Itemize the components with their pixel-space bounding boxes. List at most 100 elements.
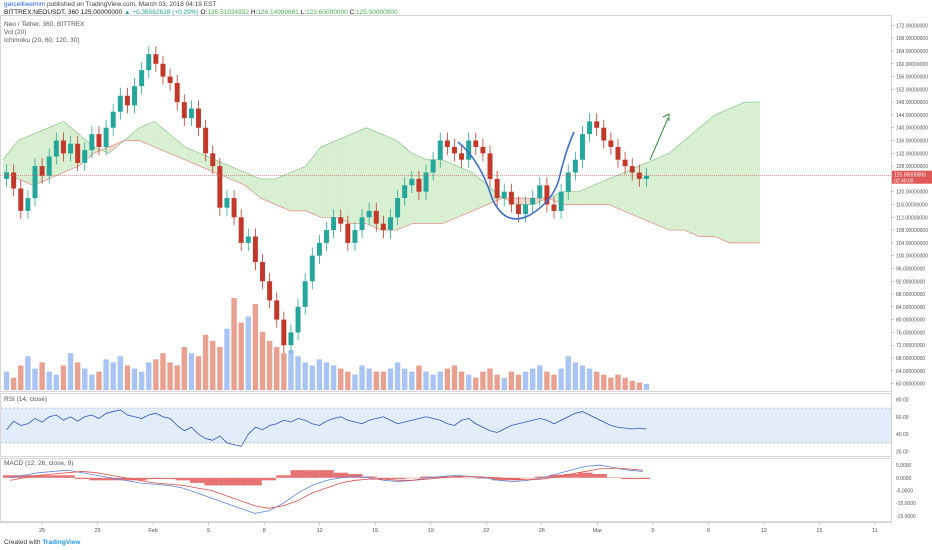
- macd-histogram-bar: [606, 477, 622, 478]
- macd-histogram-bar: [362, 476, 377, 478]
- volume-bar: [515, 374, 522, 390]
- cloud-segment: [305, 146, 321, 218]
- volume-bar: [387, 368, 394, 390]
- macd-histogram-bar: [319, 470, 334, 478]
- cloud-segment: [608, 172, 624, 211]
- x-tick-label: 26: [539, 528, 545, 534]
- candle-body: [39, 166, 45, 176]
- candle-body: [423, 172, 429, 192]
- candle-body: [380, 223, 386, 231]
- cloud-segment: [366, 127, 382, 231]
- x-tick-label: 29: [94, 528, 100, 534]
- volume-bar: [366, 368, 372, 390]
- candle-body: [345, 223, 351, 243]
- candle-body: [146, 54, 152, 71]
- volume-bar: [416, 365, 422, 390]
- candle-body: [608, 140, 614, 147]
- price-tick-label: 76.00000000: [896, 330, 925, 336]
- price-panel-frame: [0, 15, 892, 392]
- x-tick-label: 5: [651, 528, 654, 534]
- x-tick-label: 15: [816, 528, 822, 534]
- candle-body: [11, 172, 17, 189]
- rsi-series: [1, 407, 891, 447]
- x-tick-label: 8: [263, 528, 266, 534]
- cloud-segment: [472, 172, 488, 211]
- volume-bar: [522, 371, 529, 390]
- candle-body: [25, 198, 31, 211]
- rsi-tick-label: 20.00: [896, 450, 909, 456]
- volume-bar: [274, 347, 280, 390]
- volume-bar: [480, 371, 486, 390]
- price-tick-label: 160.00000000: [896, 62, 928, 68]
- cloud-segment: [744, 102, 760, 243]
- volume-bar: [586, 368, 593, 390]
- candle-body: [18, 188, 24, 211]
- volume-bar: [124, 365, 131, 390]
- main-title: Neo / Tether, 360, BITTREX: [4, 21, 85, 28]
- price-tick-label: 136.00000000: [896, 139, 928, 145]
- volume-bar: [508, 371, 515, 390]
- cloud-segment: [684, 127, 700, 237]
- candle-body: [359, 217, 365, 231]
- volume-bar: [60, 365, 67, 390]
- price-tick-label: 168.00000000: [896, 36, 928, 42]
- macd-histogram-bar: [175, 477, 190, 481]
- candle-body: [572, 159, 578, 173]
- cloud-segment: [593, 178, 609, 205]
- volume-bar: [643, 383, 650, 390]
- macd-tick-label: -10.0000: [896, 501, 916, 507]
- candle-body: [530, 198, 536, 205]
- volume-bar: [338, 368, 344, 390]
- candle-body: [160, 63, 166, 77]
- candle-body: [444, 140, 450, 147]
- candle-body: [224, 198, 230, 208]
- ohlc-line: BITTREX:NEOUSDT, 360 125.00000000 ▲ +0.3…: [4, 9, 398, 17]
- price-tick-label: 72.00000000: [896, 343, 925, 349]
- volume-bar: [316, 359, 323, 390]
- volume-bar: [636, 382, 643, 390]
- tradingview-logo[interactable]: TradingView: [42, 539, 81, 546]
- footer: Created with TradingView: [4, 539, 80, 546]
- candle-body: [96, 134, 102, 147]
- candle-body: [636, 172, 642, 179]
- candle-body: [196, 108, 202, 128]
- macd-histogram-bar: [333, 472, 349, 478]
- candle-body: [89, 134, 95, 151]
- candle-body: [295, 306, 301, 333]
- x-tick-label: 22: [483, 528, 489, 534]
- x-tick-label: 15: [372, 528, 378, 534]
- cloud-segment: [139, 121, 155, 147]
- close-label: C:: [349, 9, 357, 16]
- volume-bar: [67, 353, 74, 390]
- volume-bar: [46, 371, 52, 390]
- candle-body: [643, 175, 649, 179]
- rsi-legend: RSI (14, close): [4, 396, 47, 403]
- volume-bar: [188, 353, 195, 390]
- candle-body: [473, 140, 479, 147]
- macd-histogram-bar: [549, 474, 564, 478]
- macd-panel-frame: [0, 458, 892, 522]
- cloud-segment: [578, 185, 594, 205]
- candle-body: [544, 185, 550, 205]
- candle-body: [515, 204, 521, 215]
- macd-histogram-bar: [31, 475, 47, 478]
- macd-histogram-bar: [247, 477, 262, 486]
- rsi-band: [1, 408, 891, 443]
- author-link[interactable]: garcelliweimm: [4, 1, 46, 8]
- macd-histogram-bar: [592, 473, 607, 478]
- macd-histogram-bar: [463, 477, 478, 479]
- candle-body: [508, 191, 514, 205]
- close-value: 125.00000000: [356, 9, 398, 16]
- volume-bar: [544, 371, 550, 390]
- candle-body: [402, 185, 408, 199]
- candle-body: [267, 281, 273, 301]
- candle-body: [210, 153, 216, 167]
- macd-histogram-bar: [17, 475, 32, 478]
- macd-histogram-bar: [132, 477, 147, 481]
- macd-histogram-bar: [261, 477, 277, 481]
- price-tick-label: 156.00000000: [896, 75, 928, 81]
- volume-bar: [160, 353, 166, 390]
- volume-bar: [131, 368, 138, 390]
- volume-bar: [629, 380, 635, 390]
